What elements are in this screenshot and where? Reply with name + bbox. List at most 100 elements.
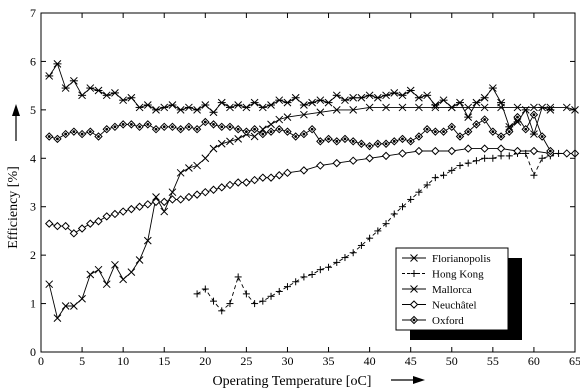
legend-label: Oxford bbox=[432, 315, 464, 327]
x-tick-label: 30 bbox=[281, 354, 293, 368]
point-marker bbox=[466, 130, 470, 134]
point-marker bbox=[316, 108, 325, 117]
point-marker bbox=[258, 125, 267, 134]
point-marker bbox=[447, 146, 456, 156]
point-marker bbox=[332, 106, 341, 114]
point-marker bbox=[228, 125, 232, 129]
point-marker bbox=[480, 103, 489, 112]
point-marker bbox=[135, 256, 144, 264]
point-marker bbox=[236, 127, 240, 131]
point-marker bbox=[283, 113, 292, 121]
legend-label: Florianopolis bbox=[432, 253, 491, 265]
point-marker bbox=[343, 137, 347, 141]
point-marker bbox=[53, 314, 62, 322]
point-marker bbox=[332, 158, 341, 168]
legend-label: Hong Kong bbox=[432, 269, 484, 281]
point-marker bbox=[113, 125, 117, 129]
point-marker bbox=[94, 265, 103, 274]
point-marker bbox=[530, 103, 538, 112]
point-marker bbox=[335, 139, 339, 143]
point-marker bbox=[110, 209, 120, 219]
point-marker bbox=[209, 144, 218, 153]
point-marker bbox=[261, 132, 265, 136]
point-marker bbox=[562, 103, 571, 112]
point-marker bbox=[121, 122, 125, 126]
point-marker bbox=[187, 125, 191, 129]
point-marker bbox=[491, 130, 495, 134]
point-marker bbox=[365, 103, 374, 112]
point-marker bbox=[360, 142, 363, 146]
point-marker bbox=[417, 135, 421, 138]
point-marker bbox=[102, 280, 111, 289]
x-tick-label: 60 bbox=[528, 354, 540, 368]
point-marker bbox=[138, 125, 141, 129]
point-marker bbox=[244, 130, 248, 134]
point-marker bbox=[171, 125, 174, 129]
point-marker bbox=[127, 268, 136, 276]
legend-item: Mallorca bbox=[402, 284, 472, 296]
series-line bbox=[49, 148, 575, 234]
point-marker bbox=[97, 135, 100, 138]
point-marker bbox=[195, 127, 199, 131]
point-marker bbox=[127, 204, 136, 214]
legend-item: Hong Kong bbox=[402, 269, 484, 281]
point-marker bbox=[410, 254, 418, 262]
point-marker bbox=[532, 113, 536, 117]
point-marker bbox=[414, 146, 424, 156]
point-marker bbox=[193, 161, 201, 170]
x-tick-label: 20 bbox=[199, 354, 211, 368]
series-mallorca bbox=[45, 59, 555, 138]
point-marker bbox=[217, 183, 226, 192]
point-marker bbox=[442, 130, 445, 134]
point-marker bbox=[431, 146, 440, 156]
x-axis-arrow bbox=[391, 376, 425, 384]
point-marker bbox=[86, 219, 95, 228]
point-marker bbox=[415, 103, 423, 112]
legend-item: Florianopolis bbox=[402, 253, 491, 265]
point-marker bbox=[80, 132, 84, 136]
x-tick-label: 45 bbox=[405, 354, 417, 368]
point-marker bbox=[513, 103, 522, 112]
point-marker bbox=[450, 125, 454, 129]
point-marker bbox=[299, 166, 309, 175]
x-tick-label: 35 bbox=[323, 354, 335, 368]
x-tick-label: 40 bbox=[364, 354, 376, 368]
point-marker bbox=[77, 224, 87, 233]
point-marker bbox=[201, 187, 210, 197]
point-marker bbox=[220, 125, 224, 129]
legend-item: Neuchâtel bbox=[402, 300, 477, 312]
point-marker bbox=[176, 168, 185, 177]
x-tick-label: 15 bbox=[158, 354, 170, 368]
y-axis-arrow bbox=[12, 104, 20, 141]
point-marker bbox=[225, 180, 235, 190]
point-marker bbox=[562, 149, 571, 158]
point-marker bbox=[135, 202, 144, 211]
point-marker bbox=[269, 130, 273, 134]
point-marker bbox=[384, 142, 388, 146]
point-marker bbox=[409, 139, 413, 143]
point-marker bbox=[203, 120, 207, 124]
point-marker bbox=[61, 221, 70, 231]
x-tick-label: 55 bbox=[487, 354, 499, 368]
point-marker bbox=[316, 161, 325, 170]
point-marker bbox=[143, 236, 152, 245]
point-marker bbox=[151, 197, 161, 207]
y-tick-label: 6 bbox=[30, 54, 36, 68]
point-marker bbox=[192, 190, 202, 199]
point-marker bbox=[168, 188, 177, 197]
point-marker bbox=[294, 135, 298, 138]
point-marker bbox=[212, 122, 215, 126]
point-marker bbox=[217, 139, 226, 148]
point-marker bbox=[540, 135, 544, 138]
point-marker bbox=[365, 154, 374, 163]
x-tick-label: 10 bbox=[117, 354, 129, 368]
point-marker bbox=[143, 200, 153, 209]
point-marker bbox=[152, 193, 160, 201]
point-marker bbox=[529, 146, 539, 156]
point-marker bbox=[516, 115, 519, 119]
y-tick-label: 3 bbox=[30, 200, 36, 214]
point-marker bbox=[368, 144, 372, 148]
point-marker bbox=[45, 219, 54, 228]
point-marker bbox=[398, 103, 407, 112]
